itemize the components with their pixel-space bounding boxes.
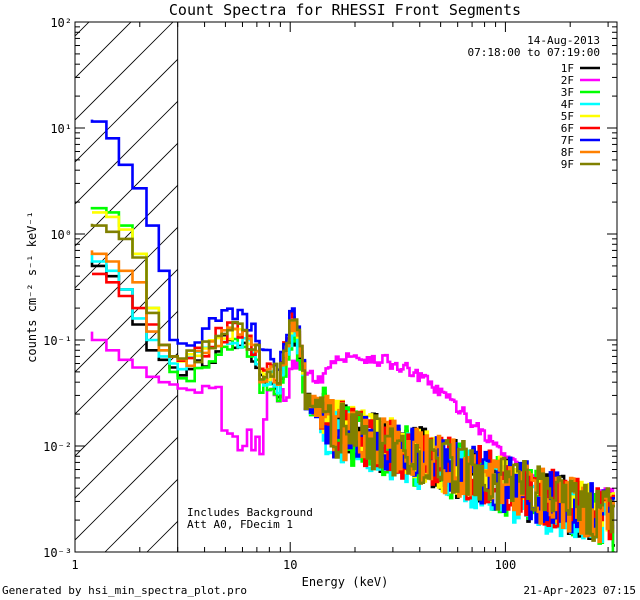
x-axis-label: Energy (keV) [302, 575, 389, 589]
y-tick-labels: 10⁻³ 10⁻² 10⁻¹ 10⁰ 10¹ 10² [43, 16, 72, 560]
hatch-line [75, 22, 174, 121]
x-tick-label: 100 [495, 558, 517, 572]
generated-by-footer: Generated by hsi_min_spectra_plot.pro [2, 584, 247, 597]
y-tick-label: 10⁻² [43, 440, 72, 454]
series-line-8f [90, 250, 615, 544]
legend-label-7f: 7F [561, 134, 574, 147]
hatch-line [75, 142, 178, 247]
chart-title: Count Spectra for RHESSI Front Segments [169, 1, 521, 19]
hatch-line [75, 352, 178, 457]
plot-frame [74, 21, 618, 553]
hatch-line [0, 0, 117, 552]
legend-date: 14-Aug-2013 [527, 34, 600, 47]
annotation-attenuator: Att A0, FDecim 1 [187, 518, 293, 531]
y-tick-label: 10⁻³ [43, 546, 72, 560]
hatch-line [75, 100, 178, 205]
legend-label-4f: 4F [561, 98, 574, 111]
legend-label-3f: 3F [561, 86, 574, 99]
legend-label-6f: 6F [561, 122, 574, 135]
x-tick-labels: 1 10 100 [71, 558, 516, 572]
legend-label-5f: 5F [561, 110, 574, 123]
hatch-line [75, 58, 178, 163]
x-tick-label: 1 [71, 558, 78, 572]
legend-label-8f: 8F [561, 146, 574, 159]
legend-label-1f: 1F [561, 62, 574, 75]
hatch-line [75, 184, 178, 289]
legend-label-2f: 2F [561, 74, 574, 87]
y-tick-label: 10⁻¹ [43, 334, 72, 348]
timestamp-footer: 21-Apr-2023 07:15 [523, 584, 636, 597]
y-tick-label: 10⁰ [50, 228, 72, 242]
legend-label-9f: 9F [561, 158, 574, 171]
axis-ticks [74, 21, 617, 553]
legend-time-range: 07:18:00 to 07:19:00 [468, 46, 600, 59]
series-layer [90, 119, 615, 552]
hatch-line [75, 436, 178, 541]
x-tick-label: 10 [283, 558, 297, 572]
hatch-line [75, 226, 178, 331]
y-tick-label: 10¹ [50, 122, 72, 136]
hatch-line [75, 22, 132, 79]
y-axis-label: counts cm⁻² s⁻¹ keV⁻¹ [25, 211, 39, 363]
annotation-background: Includes Background [187, 506, 313, 519]
series-line-9f [90, 223, 615, 542]
hatch-line [75, 394, 178, 499]
excluded-region-hatch [0, 0, 178, 552]
y-tick-label: 10² [50, 16, 72, 30]
